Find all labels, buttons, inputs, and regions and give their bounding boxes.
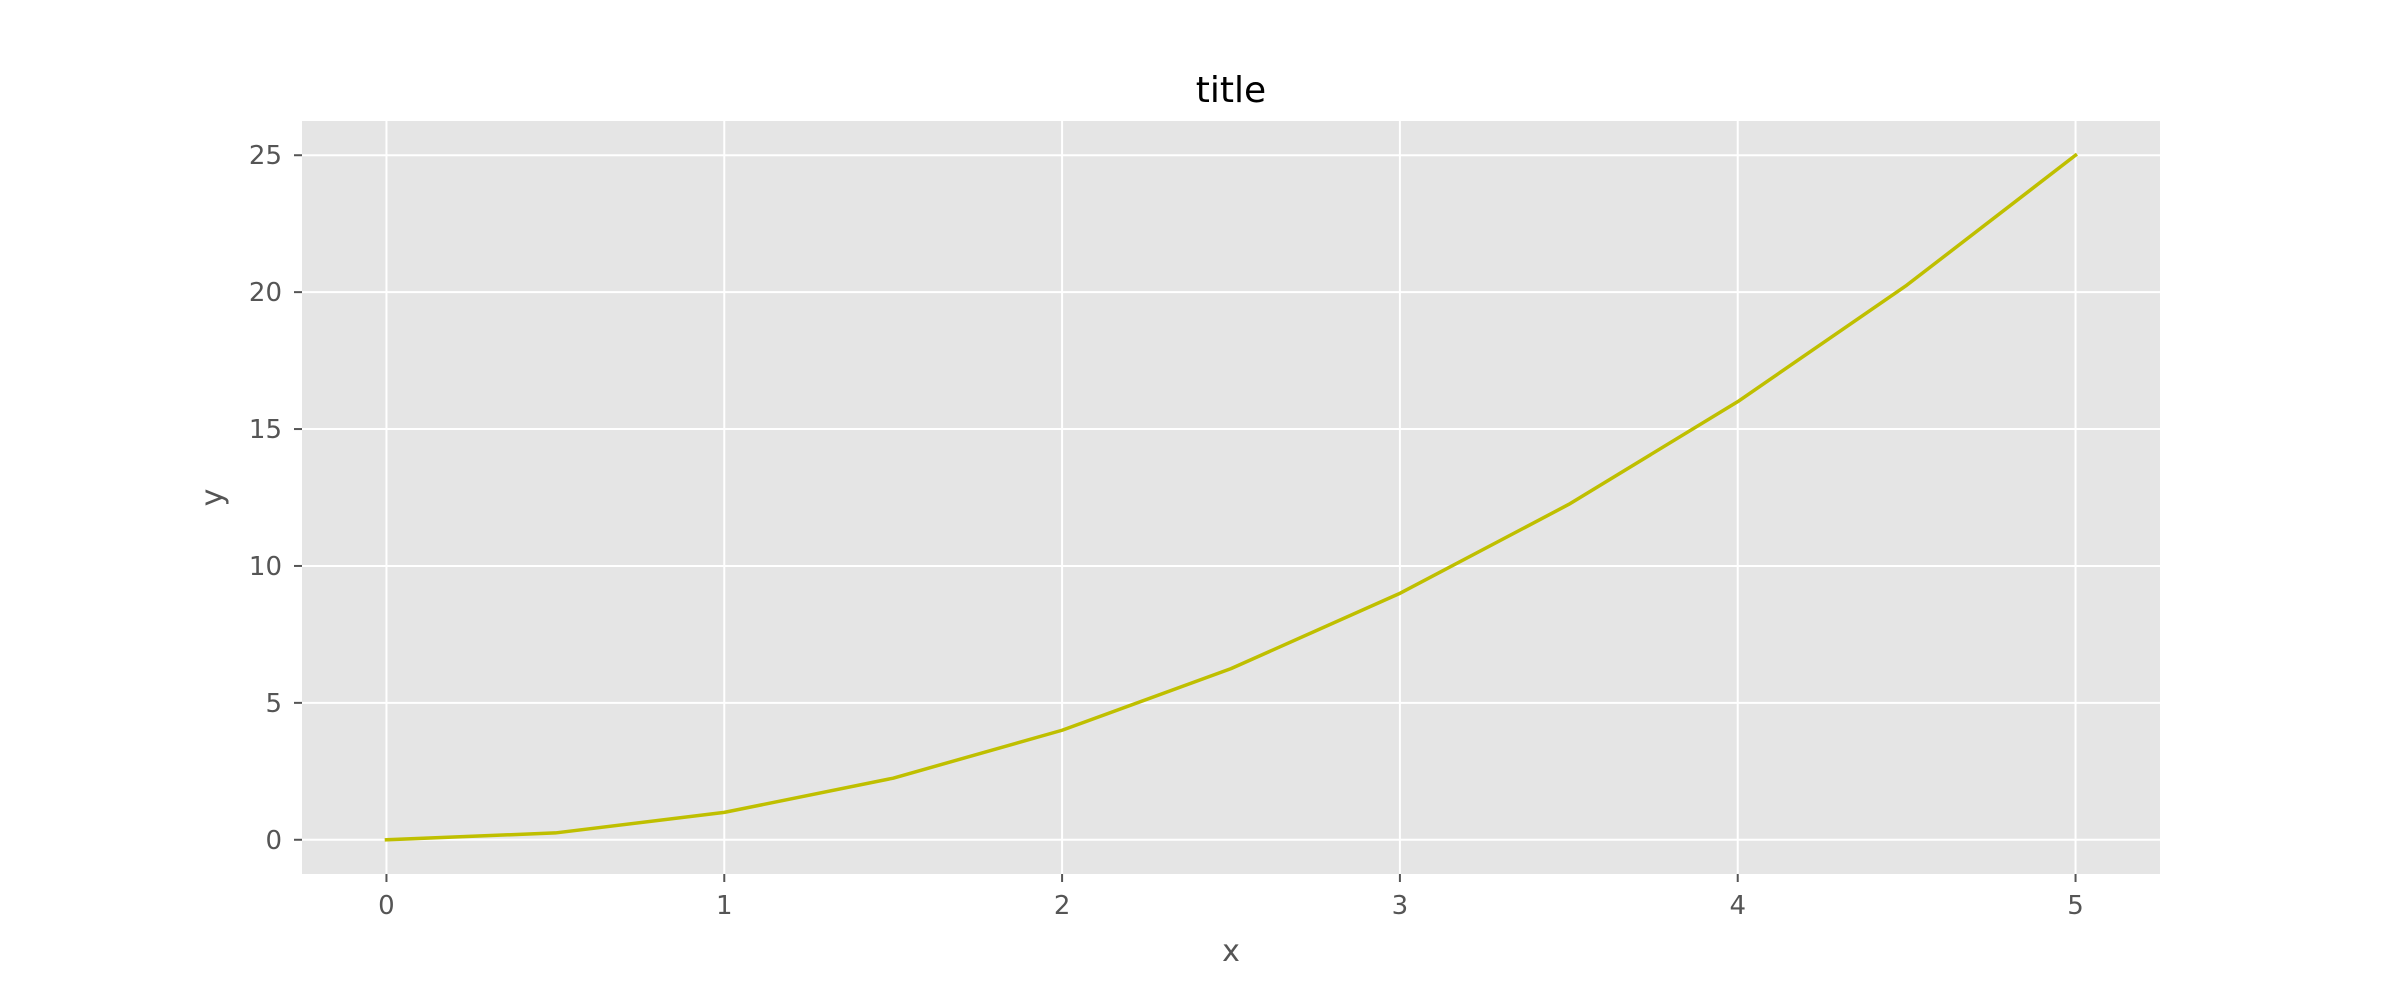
x-tick-label: 0 xyxy=(378,891,395,921)
y-tick-label: 20 xyxy=(249,278,282,308)
tick-labels: 0 1 2 3 4 5 0 5 10 15 20 25 xyxy=(249,141,2084,921)
tick-marks xyxy=(294,154,2077,882)
series-lines xyxy=(384,152,2079,842)
plot-area xyxy=(302,121,2160,874)
x-tick-label: 3 xyxy=(1392,891,1409,921)
x-tick-label: 4 xyxy=(1729,891,1746,921)
y-tick-label: 15 xyxy=(249,415,282,445)
x-axis-label: x xyxy=(1222,934,1240,969)
x-tick-label: 2 xyxy=(1054,891,1071,921)
x-tick-label: 1 xyxy=(716,891,733,921)
series-line xyxy=(384,152,2079,842)
x-tick-label: 5 xyxy=(2067,891,2084,921)
chart-title: title xyxy=(1196,70,1266,111)
grid-lines xyxy=(302,121,2160,874)
y-tick-label: 0 xyxy=(265,826,282,856)
y-tick-label: 5 xyxy=(265,689,282,719)
y-axis-label: y xyxy=(195,489,230,507)
y-tick-label: 25 xyxy=(249,141,282,171)
y-tick-label: 10 xyxy=(249,552,282,582)
